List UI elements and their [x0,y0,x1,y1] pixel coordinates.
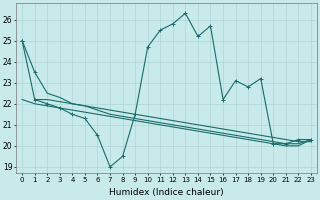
X-axis label: Humidex (Indice chaleur): Humidex (Indice chaleur) [109,188,224,197]
